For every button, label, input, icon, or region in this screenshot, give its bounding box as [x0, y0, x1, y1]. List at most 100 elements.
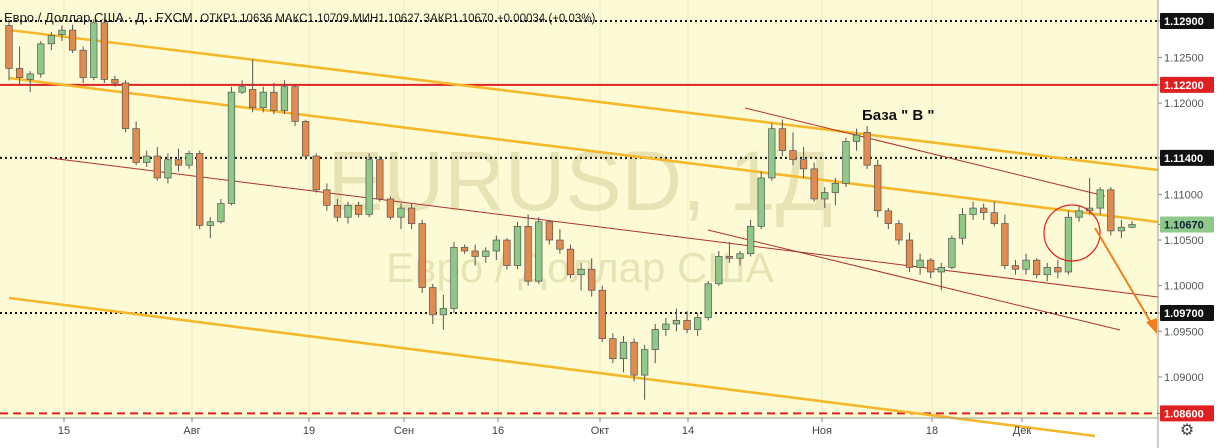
ohlc-readout: ОТКР1.10636 МАКС1.10709 МИН1.10627 ЗАКР1…: [200, 13, 596, 25]
candle-down: [249, 89, 257, 109]
candle-up: [227, 91, 236, 204]
y-tick-label: 1.10500: [1164, 235, 1204, 247]
price-label-box: [1160, 216, 1214, 233]
y-tick-label: 1.10670: [1164, 220, 1204, 232]
x-tick-label: Ноя: [812, 425, 832, 437]
candle-down: [132, 128, 140, 163]
candle-up: [259, 91, 267, 109]
candle-up: [206, 221, 214, 226]
candle-down: [905, 239, 914, 268]
y-tick-label: 1.12500: [1164, 52, 1204, 64]
time-axis-area: [0, 418, 1158, 448]
candle-down: [503, 239, 511, 266]
price-label-box: [1160, 305, 1214, 322]
chart-header: Евро / Доллар США · Д · FXCM ОТКР1.10636…: [4, 10, 595, 25]
candle-down: [153, 155, 161, 179]
forecast-arrow-shaft: [1094, 227, 1154, 327]
candle-down: [291, 86, 299, 122]
x-tick-label: Окт: [591, 425, 610, 437]
candle-up: [164, 159, 172, 179]
candle-down: [980, 207, 988, 214]
candle-down: [79, 49, 87, 78]
candle-up: [619, 341, 628, 360]
candle-up: [90, 22, 98, 78]
y-tick-label: 1.09000: [1164, 372, 1204, 384]
candle-down: [725, 256, 734, 259]
candle-up: [439, 308, 448, 316]
channel-upper-line: [8, 28, 1159, 172]
candle-up: [842, 141, 850, 184]
candle-down: [556, 239, 564, 250]
candle-down: [545, 221, 553, 241]
y-tick-label: 1.12200: [1164, 80, 1204, 92]
candle-down: [196, 152, 204, 226]
candle-up: [1075, 210, 1083, 218]
annotation-base-v: База " В ": [862, 107, 934, 124]
candle-down: [407, 207, 416, 224]
y-tick-label: 1.09500: [1164, 326, 1204, 338]
candle-down: [111, 79, 119, 84]
candle-up: [1128, 224, 1136, 228]
price-label-box: [1160, 405, 1214, 422]
candle-down: [1011, 265, 1020, 270]
candle-up: [492, 239, 500, 252]
candle-up: [1064, 216, 1073, 273]
candle-up: [185, 152, 193, 166]
candle-down: [1107, 189, 1115, 232]
candle-up: [37, 43, 45, 75]
candle-up: [365, 159, 373, 215]
candle-up: [768, 128, 776, 179]
x-tick-label: 15: [58, 425, 70, 437]
candle-down: [566, 248, 575, 276]
candle-down: [884, 210, 892, 224]
candle-down: [323, 189, 331, 206]
candle-up: [852, 134, 861, 142]
x-tick-label: 18: [926, 425, 938, 437]
candle-down: [376, 159, 384, 200]
y-tick-label: 1.11000: [1164, 189, 1203, 201]
candle-up: [704, 283, 712, 318]
candle-down: [588, 268, 596, 291]
gear-icon[interactable]: ⚙: [1179, 420, 1195, 439]
x-tick-label: Сен: [394, 425, 414, 437]
symbol-title: Евро / Доллар США · Д · FXCM: [4, 10, 193, 25]
candle-down: [5, 25, 13, 69]
candle-down: [609, 338, 617, 360]
candle-up: [47, 35, 56, 45]
candle-down: [810, 168, 818, 200]
candle-down: [598, 289, 606, 339]
candle-down: [524, 225, 532, 282]
candle-up: [969, 207, 977, 215]
channel-lower-line: [8, 296, 1096, 438]
candle-up: [715, 256, 723, 285]
candle-down: [68, 29, 77, 51]
y-tick-label: 1.08600: [1164, 408, 1204, 420]
x-tick-label: 14: [682, 425, 694, 437]
candle-up: [948, 237, 956, 268]
candle-up: [344, 204, 352, 218]
candle-up: [577, 268, 585, 276]
highlight-circle: [1043, 204, 1101, 262]
candle-up: [651, 329, 659, 350]
x-tick-label: 19: [303, 425, 315, 437]
candle-up: [397, 207, 405, 218]
candle-up: [280, 86, 289, 111]
trend-line-top-right: [744, 107, 1106, 197]
candle-up: [958, 214, 967, 239]
candle-down: [1033, 259, 1041, 276]
price-label-box: [1160, 76, 1214, 93]
candle-up: [641, 349, 649, 376]
candle-up: [217, 203, 225, 223]
candle-up: [535, 221, 543, 282]
candle-up: [1096, 189, 1104, 209]
candle-down: [1054, 267, 1062, 273]
candle-up: [746, 225, 755, 255]
candle-up: [513, 225, 522, 266]
candle-up: [937, 267, 945, 273]
x-tick-label: 16: [492, 425, 504, 437]
candle-down: [302, 121, 310, 157]
candle-down: [386, 198, 395, 218]
candle-up: [831, 183, 839, 193]
